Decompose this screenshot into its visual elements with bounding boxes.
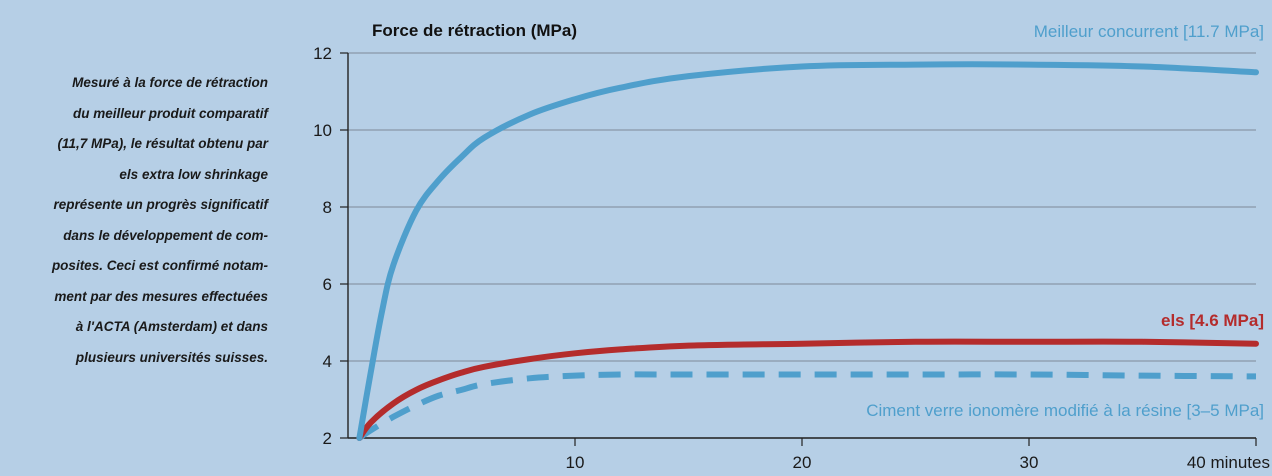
x-tick-label: 10 bbox=[566, 453, 585, 472]
description-line: posites. Ceci est confirmé notam- bbox=[51, 258, 268, 273]
description-line: els extra low shrinkage bbox=[119, 166, 268, 182]
series-line bbox=[356, 61, 1259, 441]
description-line: ment par des mesures effectuées bbox=[54, 288, 268, 304]
description-line: représente un progrès significatif bbox=[53, 197, 268, 212]
chart-series bbox=[356, 61, 1259, 441]
description-text: Mesuré à la force de rétraction du meill… bbox=[0, 68, 268, 373]
series-label: Meilleur concurrent [11.7 MPa] bbox=[1034, 22, 1264, 41]
x-tick-label: 40 minutes bbox=[1187, 453, 1270, 472]
y-tick-label: 10 bbox=[313, 121, 332, 140]
chart-grid bbox=[348, 52, 1256, 439]
description-line: du meilleur produit comparatif bbox=[72, 105, 268, 121]
description-line: à l'ACTA (Amsterdam) et dans bbox=[75, 319, 268, 334]
description-line: (11,7 MPa), le résultat obtenu par bbox=[57, 136, 268, 151]
series-label: els [4.6 MPa] bbox=[1161, 311, 1264, 330]
y-axis-title: Force de rétraction (MPa) bbox=[372, 21, 577, 40]
y-tick-label: 8 bbox=[323, 198, 332, 217]
description-line: plusieurs universités suisses. bbox=[75, 349, 268, 365]
chart-axes bbox=[340, 52, 1257, 446]
x-tick-label: 30 bbox=[1020, 453, 1039, 472]
y-tick-label: 2 bbox=[323, 429, 332, 448]
description-line: dans le développement de com- bbox=[63, 227, 268, 243]
chart-labels: Force de rétraction (MPa) 2 4 6 8 10 12 10 20 30… bbox=[313, 21, 1270, 472]
description-line: Mesuré à la force de rétraction bbox=[72, 75, 268, 90]
y-tick-label: 6 bbox=[323, 275, 332, 294]
y-tick-label: 12 bbox=[313, 44, 332, 63]
series-line bbox=[356, 338, 1259, 441]
series-label: Ciment verre ionomère modifié à la résin… bbox=[866, 401, 1264, 420]
y-tick-label: 4 bbox=[323, 352, 332, 371]
x-tick-label: 20 bbox=[793, 453, 812, 472]
